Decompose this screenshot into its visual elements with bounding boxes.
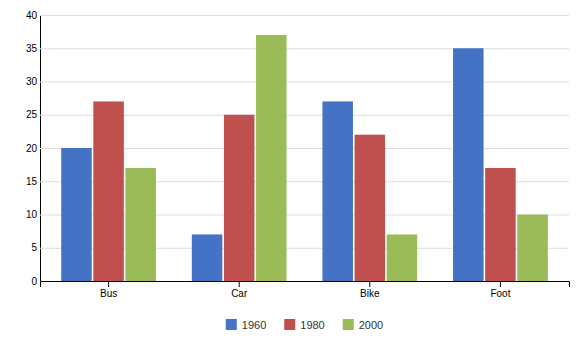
- legend-label: 2000: [359, 319, 383, 331]
- x-tick: Bus: [100, 281, 117, 299]
- bar: [93, 101, 124, 281]
- y-tick-label: 15: [26, 176, 38, 187]
- y-tick: 30: [26, 76, 569, 87]
- legend-label: 1960: [242, 319, 266, 331]
- bar-series: [125, 35, 547, 281]
- y-tick-label: 35: [26, 43, 38, 54]
- legend-swatch: [284, 319, 295, 330]
- bar: [256, 35, 287, 281]
- legend-label: 1980: [300, 319, 324, 331]
- bar: [61, 148, 92, 281]
- x-tick-label: Car: [231, 288, 248, 299]
- tick-mark: [369, 281, 370, 287]
- y-tick-label: 30: [26, 76, 38, 87]
- bar: [125, 168, 156, 281]
- bars: [61, 35, 548, 281]
- x-tick: Foot: [490, 281, 510, 299]
- x-tick: Car: [231, 281, 248, 299]
- bar: [355, 135, 386, 281]
- plot: 0 5 10 15 20 25 30 35 40 Bus Car Bike Foot: [26, 10, 570, 299]
- bar: [485, 168, 516, 281]
- y-tick: 35: [26, 43, 569, 54]
- y-tick-label: 5: [31, 242, 37, 253]
- bar: [517, 215, 548, 282]
- legend-item: 1960: [226, 319, 266, 331]
- y-tick-label: 0: [31, 276, 37, 287]
- x-tick: Bike: [360, 281, 380, 299]
- tick-mark: [500, 281, 501, 287]
- bar: [224, 115, 255, 281]
- x-axis-line: [41, 282, 570, 288]
- bar: [192, 234, 223, 281]
- x-axis: Bus Car Bike Foot: [41, 281, 570, 299]
- y-axis-line: [41, 16, 570, 282]
- legend-item: 1980: [284, 319, 324, 331]
- y-tick-label: 40: [26, 10, 38, 21]
- bar-series: [93, 101, 515, 281]
- y-tick-label: 25: [26, 109, 38, 120]
- bar: [322, 101, 353, 281]
- x-tick-label: Bus: [100, 288, 117, 299]
- legend-swatch: [343, 319, 354, 330]
- x-tick-label: Bike: [360, 288, 380, 299]
- legend: 1960 1980 2000: [226, 319, 383, 331]
- bar: [453, 48, 484, 281]
- legend-swatch: [226, 319, 237, 330]
- chart: 0 5 10 15 20 25 30 35 40 Bus Car Bike Foot 1960 1980 20…: [0, 0, 584, 343]
- tick-mark: [239, 281, 240, 287]
- y-axis: 0 5 10 15 20 25 30 35 40: [26, 10, 569, 287]
- legend-item: 2000: [343, 319, 383, 331]
- grid-line: [40, 48, 569, 49]
- grid-line: [40, 82, 569, 83]
- bar: [387, 234, 418, 281]
- y-tick-label: 10: [26, 209, 38, 220]
- tick-mark: [108, 281, 109, 287]
- x-tick-label: Foot: [490, 288, 510, 299]
- grid-line: [40, 15, 569, 16]
- y-tick-label: 20: [26, 143, 38, 154]
- y-tick: 40: [26, 10, 569, 21]
